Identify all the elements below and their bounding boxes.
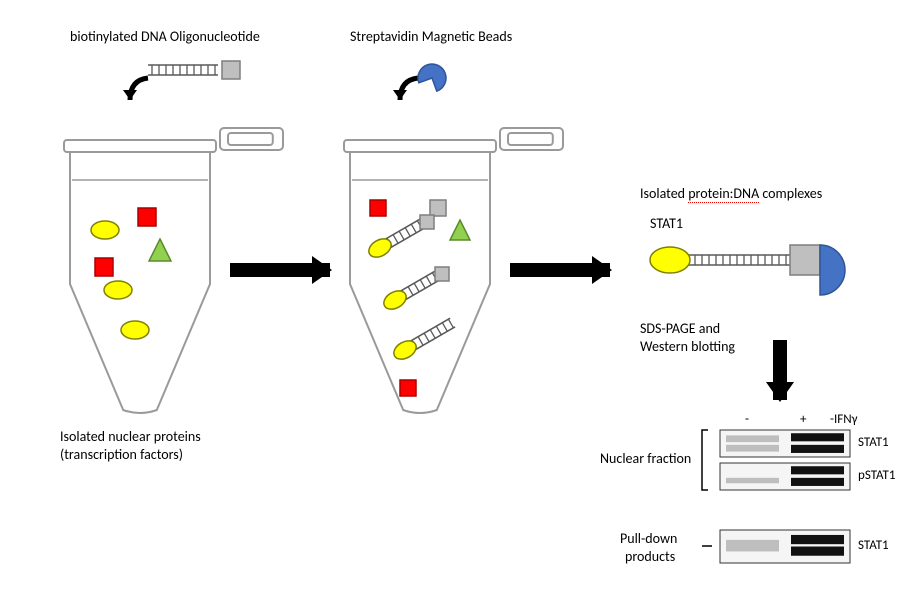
- label-minus: -: [745, 412, 749, 427]
- label-isolated-complex: Isolated protein:DNA complexes: [640, 185, 822, 202]
- label-western: Western blotting: [640, 338, 735, 355]
- label-strep-beads: Streptavidin Magnetic Beads: [350, 28, 512, 45]
- label-blot-stat1: STAT1: [858, 435, 889, 450]
- label-nuclear-fraction: Nuclear fraction: [600, 450, 691, 467]
- label-sds: SDS-PAGE and: [640, 320, 720, 337]
- label-tf: (transcription factors): [60, 446, 183, 463]
- label-biotin-oligo: biotinylated DNA Oligonucleotide: [70, 28, 260, 45]
- label-stat1: STAT1: [650, 215, 683, 232]
- label-blot-stat1b: STAT1: [858, 538, 889, 553]
- label-ifn: -IFNγ: [830, 412, 857, 427]
- label-isolated-nuclear: Isolated nuclear proteins: [60, 428, 201, 445]
- label-blot-pstat1: pSTAT1: [858, 468, 895, 483]
- label-pulldown1: Pull-down: [620, 530, 677, 547]
- label-plus: +: [800, 412, 806, 427]
- label-pulldown2: products: [625, 548, 675, 565]
